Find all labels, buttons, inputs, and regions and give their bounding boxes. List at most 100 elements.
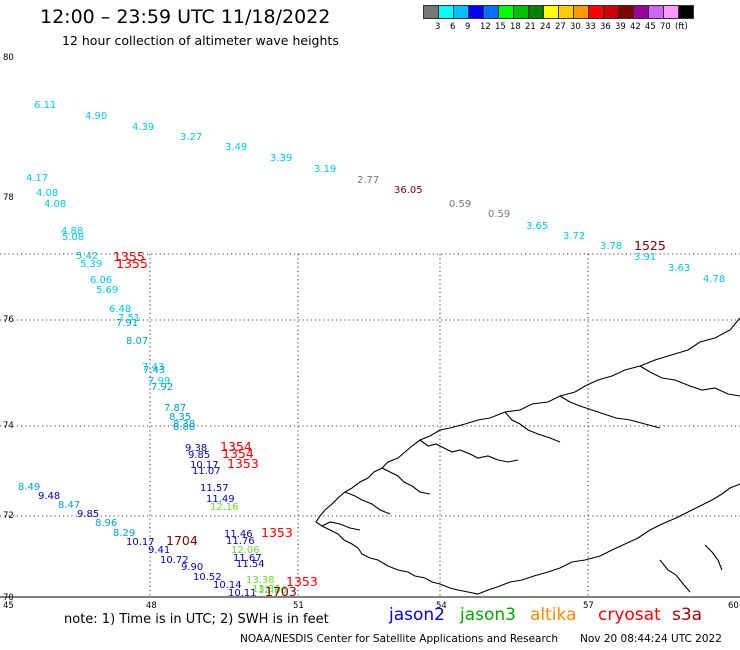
wave-height-label: 11.07 xyxy=(192,466,221,477)
wave-height-label: 7.91 xyxy=(116,318,138,329)
wave-height-label: 4.17 xyxy=(26,173,48,184)
color-scale xyxy=(423,5,694,19)
scale-label: 21 xyxy=(525,22,536,32)
lon-label: 60 xyxy=(728,601,739,611)
scale-label: 3 xyxy=(435,22,441,32)
wave-height-label: 8.29 xyxy=(113,528,135,539)
wave-height-label: 10.11 xyxy=(228,588,257,599)
wave-height-label: 3.27 xyxy=(180,132,202,143)
wave-height-label: 3.65 xyxy=(526,221,548,232)
time-label: 1354 xyxy=(220,439,252,454)
wave-height-label: 4.08 xyxy=(36,188,58,199)
wave-height-label: 10.14 xyxy=(213,580,242,591)
wave-height-label: 8.49 xyxy=(18,482,40,493)
scale-label: 15 xyxy=(495,22,506,32)
page-title: 12:00 – 23:59 UTC 11/18/2022 xyxy=(40,6,331,28)
lon-label: 45 xyxy=(3,601,14,611)
satellite-legend-item: cryosat xyxy=(598,605,661,625)
wave-height-label: 3.49 xyxy=(225,142,247,153)
wave-height-label: 9.38 xyxy=(185,443,207,454)
wave-height-label: 9.85 xyxy=(77,509,99,520)
lat-label: 80 xyxy=(3,53,14,63)
lon-label: 54 xyxy=(436,601,447,611)
lat-label: 70 xyxy=(3,593,14,603)
wave-height-label: 36.05 xyxy=(394,185,423,196)
wave-height-label: 5.39 xyxy=(80,259,102,270)
wave-height-label: 7.43 xyxy=(143,365,165,376)
scale-label: 42 xyxy=(630,22,641,32)
time-label: 1353 xyxy=(261,525,293,540)
wave-height-label: 3.39 xyxy=(270,153,292,164)
wave-height-label: 7.51 xyxy=(118,313,140,324)
wave-height-label: 9.90 xyxy=(181,562,203,573)
wave-height-label: 0.59 xyxy=(488,209,510,220)
wave-height-label: 10.17 xyxy=(126,537,155,548)
satellite-legend-item: jason3 xyxy=(460,605,516,625)
wave-height-label: 11.54 xyxy=(236,559,265,570)
lat-label: 76 xyxy=(3,315,14,325)
satellite-legend-item: jason2 xyxy=(389,605,445,625)
generated-timestamp: Nov 20 08:44:24 UTC 2022 xyxy=(580,633,722,645)
wave-height-label: 6.11 xyxy=(34,100,56,111)
lon-label: 51 xyxy=(293,601,304,611)
wave-height-label: 0.59 xyxy=(449,199,471,210)
lat-lon-grid xyxy=(0,253,740,598)
wave-height-label: 11.49 xyxy=(206,494,235,505)
wave-height-label: 8.96 xyxy=(95,518,117,529)
lat-label: 72 xyxy=(3,511,14,521)
scale-label: 12 xyxy=(480,22,491,32)
scale-label: 6 xyxy=(450,22,456,32)
wave-height-label: 5.42 xyxy=(76,251,98,262)
wave-height-label: 8.88 xyxy=(173,422,195,433)
wave-height-label: 7.99 xyxy=(148,376,170,387)
wave-height-label: 10.17 xyxy=(190,460,219,471)
greenland-coastline xyxy=(315,317,740,595)
wave-height-label: 4.39 xyxy=(132,122,154,133)
wave-height-label: 11.57 xyxy=(200,483,229,494)
wave-height-label: 2.77 xyxy=(357,175,379,186)
lon-label: 48 xyxy=(146,601,157,611)
wave-height-labels: 6.11 4.90 4.39 3.27 3.49 3.39 3.19 2.77 36.05 0.5… xyxy=(18,100,725,599)
wave-height-label: 3.63 xyxy=(668,263,690,274)
time-label: 1355 xyxy=(113,249,145,264)
wave-height-label: 10.52 xyxy=(193,572,222,583)
wave-height-label: 4.78 xyxy=(703,274,725,285)
wave-height-label: 9.48 xyxy=(38,491,60,502)
scale-label: (ft) xyxy=(675,22,688,32)
wave-height-label: 4.08 xyxy=(44,199,66,210)
wave-height-label: 7.87 xyxy=(164,403,186,414)
footnote: note: 1) Time is in UTC; 2) SWH is in fe… xyxy=(64,612,329,627)
scale-label: 18 xyxy=(510,22,521,32)
wave-height-label: 11.67 xyxy=(233,553,262,564)
scale-label: 27 xyxy=(555,22,566,32)
scale-label: 9 xyxy=(465,22,471,32)
scale-label: 30 xyxy=(570,22,581,32)
wave-height-label: 4.88 xyxy=(61,226,83,237)
wave-height-label: 4.90 xyxy=(85,111,107,122)
satellite-legend-item: s3a xyxy=(672,605,703,625)
time-label: 1353 xyxy=(227,456,259,471)
wave-height-label: 13.36 xyxy=(252,584,281,595)
wave-height-label: 6.48 xyxy=(109,304,131,315)
scale-label: 45 xyxy=(645,22,656,32)
scale-label: 36 xyxy=(600,22,611,32)
time-label: 1703 xyxy=(265,584,297,599)
time-label: 1355 xyxy=(116,256,148,271)
wave-height-label: 5.08 xyxy=(62,232,84,243)
lat-label: 78 xyxy=(3,193,14,203)
wave-height-label: 6.06 xyxy=(90,275,112,286)
wave-height-label: 13.38 xyxy=(246,575,275,586)
lat-label: 74 xyxy=(3,421,14,431)
lon-label: 57 xyxy=(583,601,594,611)
wave-height-label: 11.76 xyxy=(226,536,255,547)
satellite-legend-item: altika xyxy=(530,605,577,625)
scale-label: 70 xyxy=(660,22,671,32)
wave-height-label: 8.35 xyxy=(169,412,191,423)
time-label: 1354 xyxy=(222,446,254,461)
time-label: 1353 xyxy=(286,574,318,589)
wave-height-label: 12.86 xyxy=(258,585,287,596)
wave-height-label: 8.07 xyxy=(126,336,148,347)
time-label: 1525 xyxy=(634,238,666,253)
credit: NOAA/NESDIS Center for Satellite Applica… xyxy=(240,633,558,645)
